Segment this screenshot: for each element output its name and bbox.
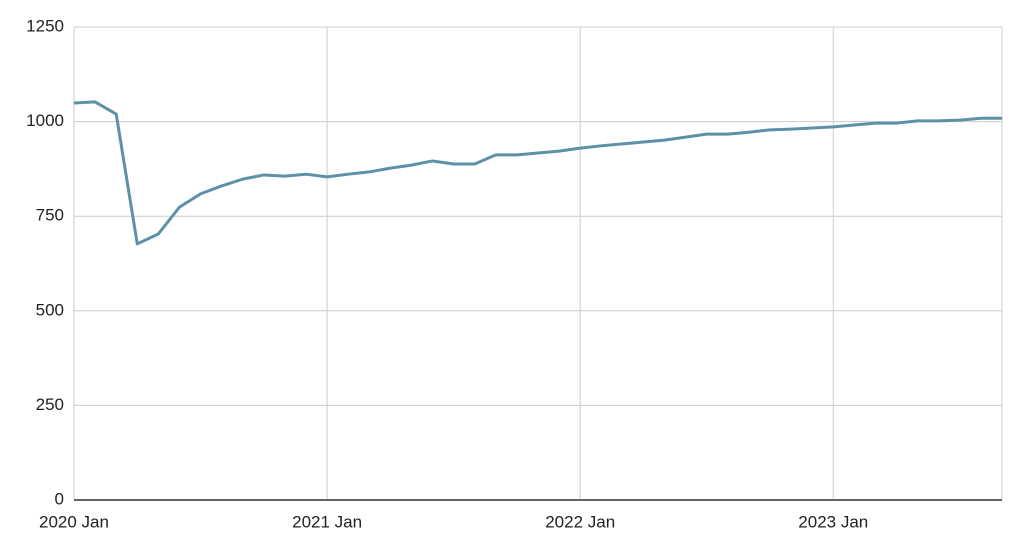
y-tick-label: 0 [55,489,64,508]
y-tick-label: 250 [36,395,64,414]
x-tick-label: 2022 Jan [545,512,615,531]
x-tick-label: 2021 Jan [292,512,362,531]
y-tick-label: 500 [36,300,64,319]
data-line [73,100,1002,246]
y-tick-label: 750 [36,206,64,225]
y-tick-label: 1250 [26,16,64,35]
y-tick-label: 1000 [26,111,64,130]
x-tick-label: 2020 Jan [39,512,109,531]
x-tick-label: 2023 Jan [798,512,868,531]
